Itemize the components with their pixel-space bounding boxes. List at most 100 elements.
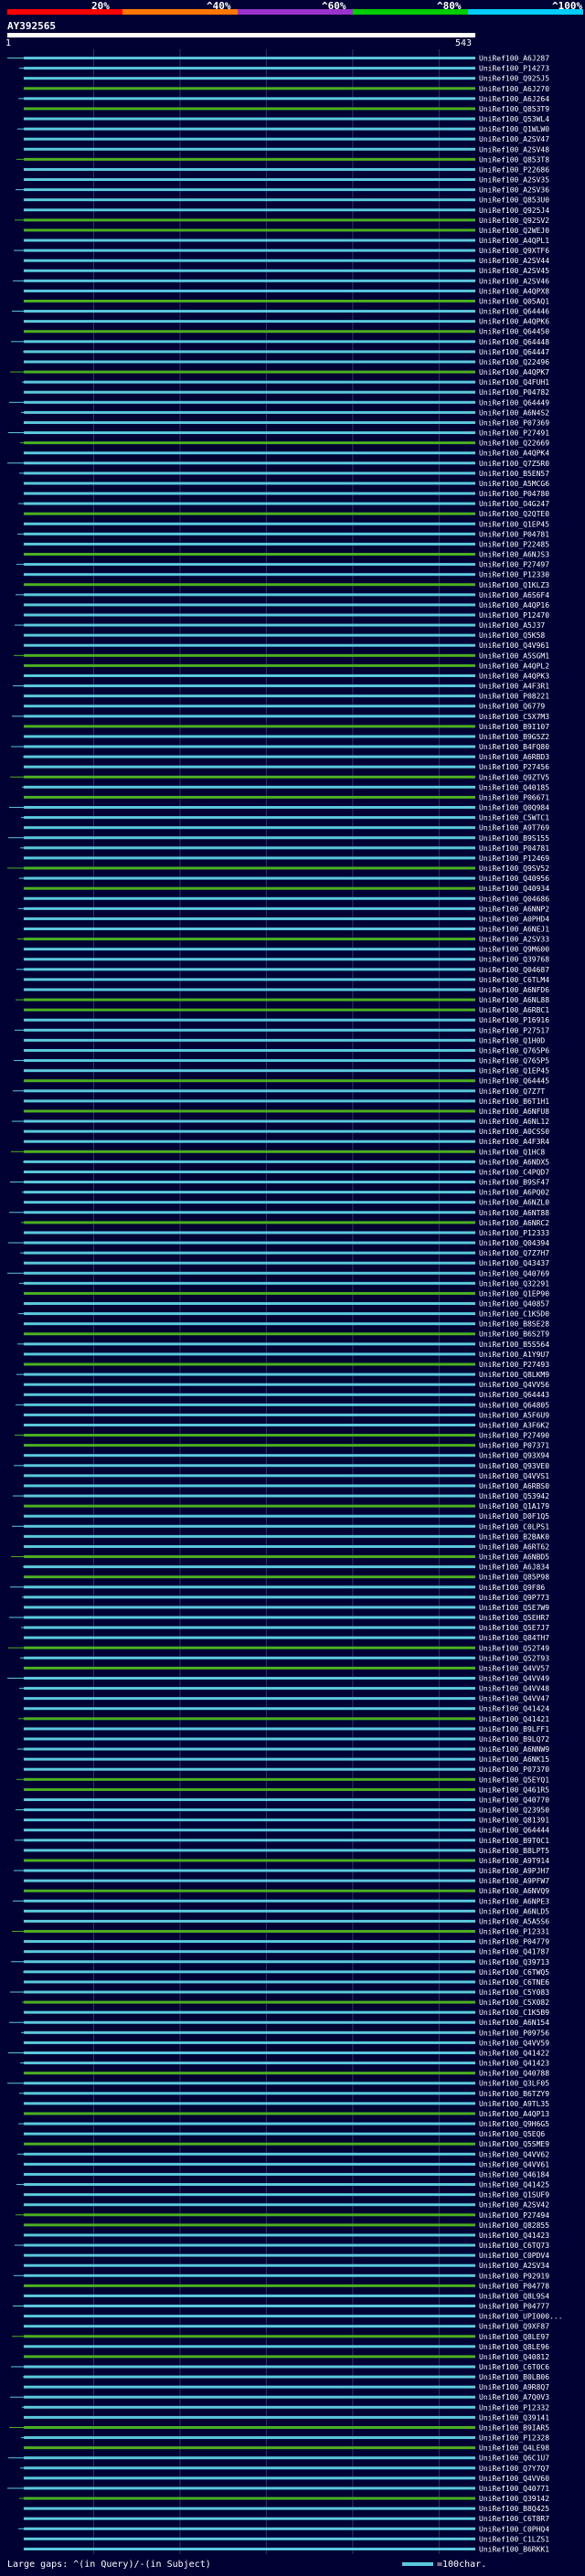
hit-bar[interactable] <box>23 1534 476 1538</box>
hit-label[interactable]: UniRef100_Q39141 <box>479 2413 549 2422</box>
hit-bar[interactable] <box>23 785 476 789</box>
hit-label[interactable]: UniRef100_C5Y083 <box>479 1988 549 1997</box>
hit-bar[interactable] <box>23 1595 476 1599</box>
hit-label[interactable]: UniRef100_A4F3R4 <box>479 1138 549 1146</box>
hit-bar[interactable] <box>23 167 476 171</box>
hit-label[interactable]: UniRef100_Q64444 <box>479 1827 549 1835</box>
hit-bar[interactable] <box>23 310 476 313</box>
hit-label[interactable]: UniRef100_P16916 <box>479 1016 549 1024</box>
hit-bar[interactable] <box>23 360 476 364</box>
hit-label[interactable]: UniRef100_Q5K58 <box>479 631 545 640</box>
hit-label[interactable]: UniRef100_B8LPT5 <box>479 1847 549 1855</box>
hit-label[interactable]: UniRef100_Q85P98 <box>479 1574 549 1582</box>
hit-bar[interactable] <box>23 1089 476 1093</box>
hit-label[interactable]: UniRef100_Q46184 <box>479 2170 549 2178</box>
hit-bar[interactable] <box>23 390 476 394</box>
hit-bar[interactable] <box>23 1829 476 1832</box>
hit-label[interactable]: UniRef100_UPI000... <box>479 2313 563 2321</box>
hit-bar[interactable] <box>23 938 476 941</box>
hit-bar[interactable] <box>23 2537 476 2540</box>
hit-bar[interactable] <box>23 2456 476 2460</box>
hit-label[interactable]: UniRef100_Q53942 <box>479 1492 549 1500</box>
hit-bar[interactable] <box>23 2223 476 2227</box>
hit-label[interactable]: UniRef100_Q93X94 <box>479 1452 549 1460</box>
hit-label[interactable]: UniRef100_Q53WL4 <box>479 115 549 123</box>
hit-label[interactable]: UniRef100_B6T1H1 <box>479 1097 549 1106</box>
hit-label[interactable]: UniRef100_B9G5Z2 <box>479 733 549 741</box>
hit-label[interactable]: UniRef100_A4QP16 <box>479 601 549 610</box>
hit-label[interactable]: UniRef100_Q32291 <box>479 1279 549 1288</box>
hit-bar[interactable] <box>23 1849 476 1852</box>
hit-bar[interactable] <box>23 1676 476 1680</box>
hit-bar[interactable] <box>23 663 476 667</box>
hit-bar[interactable] <box>23 1626 476 1629</box>
hit-label[interactable]: UniRef100_P12332 <box>479 2403 549 2412</box>
hit-label[interactable]: UniRef100_Q93VE0 <box>479 1462 549 1470</box>
hit-label[interactable]: UniRef100_Q41422 <box>479 2049 549 2057</box>
hit-label[interactable]: UniRef100_Q2QTE0 <box>479 510 549 518</box>
hit-bar[interactable] <box>23 816 476 820</box>
hit-bar[interactable] <box>23 350 476 354</box>
hit-bar[interactable] <box>23 613 476 617</box>
hit-bar[interactable] <box>23 1717 476 1721</box>
hit-bar[interactable] <box>23 1899 476 1903</box>
hit-bar[interactable] <box>23 1524 476 1528</box>
hit-label[interactable]: UniRef100_Q64447 <box>479 348 549 356</box>
hit-bar[interactable] <box>23 2233 476 2237</box>
hit-bar[interactable] <box>23 866 476 870</box>
hit-bar[interactable] <box>23 2305 476 2308</box>
hit-bar[interactable] <box>23 1787 476 1791</box>
hit-bar[interactable] <box>23 198 476 202</box>
hit-label[interactable]: UniRef100_Q05AQ1 <box>479 297 549 305</box>
hit-label[interactable]: UniRef100_P07371 <box>479 1442 549 1450</box>
hit-label[interactable]: UniRef100_Q4VV57 <box>479 1664 549 1672</box>
hit-bar[interactable] <box>23 573 476 577</box>
hit-bar[interactable] <box>23 2527 476 2530</box>
hit-bar[interactable] <box>23 380 476 384</box>
hit-label[interactable]: UniRef100_Q41421 <box>479 1715 549 1723</box>
hit-label[interactable]: UniRef100_P07370 <box>479 1765 549 1774</box>
hit-label[interactable]: UniRef100_Q4VV62 <box>479 2150 549 2158</box>
hit-bar[interactable] <box>23 553 476 557</box>
hit-label[interactable]: UniRef100_A3F6K2 <box>479 1421 549 1429</box>
hit-label[interactable]: UniRef100_C1K5B9 <box>479 2009 549 2017</box>
hit-bar[interactable] <box>23 472 476 475</box>
hit-label[interactable]: UniRef100_Q4VV56 <box>479 1381 549 1389</box>
hit-label[interactable]: UniRef100_Q8LKM9 <box>479 1371 549 1379</box>
hit-label[interactable]: UniRef100_A6NL12 <box>479 1118 549 1126</box>
hit-label[interactable]: UniRef100_Q4VV48 <box>479 1685 549 1693</box>
hit-bar[interactable] <box>23 2000 476 2004</box>
hit-label[interactable]: UniRef100_Q40956 <box>479 875 549 883</box>
hit-bar[interactable] <box>23 2517 476 2520</box>
hit-bar[interactable] <box>23 2243 476 2247</box>
hit-bar[interactable] <box>23 1160 476 1163</box>
hit-bar[interactable] <box>23 755 476 758</box>
hit-bar[interactable] <box>23 239 476 242</box>
hit-bar[interactable] <box>23 1960 476 1964</box>
hit-label[interactable]: UniRef100_Q40857 <box>479 1300 549 1309</box>
hit-bar[interactable] <box>23 2183 476 2187</box>
hit-bar[interactable] <box>23 2476 476 2480</box>
hit-bar[interactable] <box>23 157 476 161</box>
hit-label[interactable]: UniRef100_C0LPS1 <box>479 1522 549 1531</box>
hit-label[interactable]: UniRef100_A6NK15 <box>479 1755 549 1764</box>
hit-bar[interactable] <box>23 400 476 404</box>
hit-bar[interactable] <box>23 1261 476 1265</box>
hit-bar[interactable] <box>23 1707 476 1711</box>
hit-bar[interactable] <box>23 1930 476 1934</box>
hit-label[interactable]: UniRef100_Q9H6G5 <box>479 2120 549 2128</box>
hit-label[interactable]: UniRef100_Q64446 <box>479 308 549 316</box>
hit-label[interactable]: UniRef100_B9LFF1 <box>479 1725 549 1733</box>
hit-bar[interactable] <box>23 1454 476 1458</box>
hit-bar[interactable] <box>23 1687 476 1691</box>
hit-label[interactable]: UniRef100_C6TLM4 <box>479 976 549 984</box>
hit-bar[interactable] <box>23 2010 476 2014</box>
hit-label[interactable]: UniRef100_Q1EP45 <box>479 520 549 528</box>
hit-bar[interactable] <box>23 1797 476 1801</box>
hit-label[interactable]: UniRef100_Q4VV60 <box>479 2475 549 2483</box>
hit-label[interactable]: UniRef100_Q64445 <box>479 1077 549 1086</box>
hit-bar[interactable] <box>23 1018 476 1022</box>
hit-label[interactable]: UniRef100_P12333 <box>479 1229 549 1237</box>
hit-label[interactable]: UniRef100_Q9P773 <box>479 1594 549 1602</box>
hit-label[interactable]: UniRef100_Q8LE97 <box>479 2333 549 2341</box>
